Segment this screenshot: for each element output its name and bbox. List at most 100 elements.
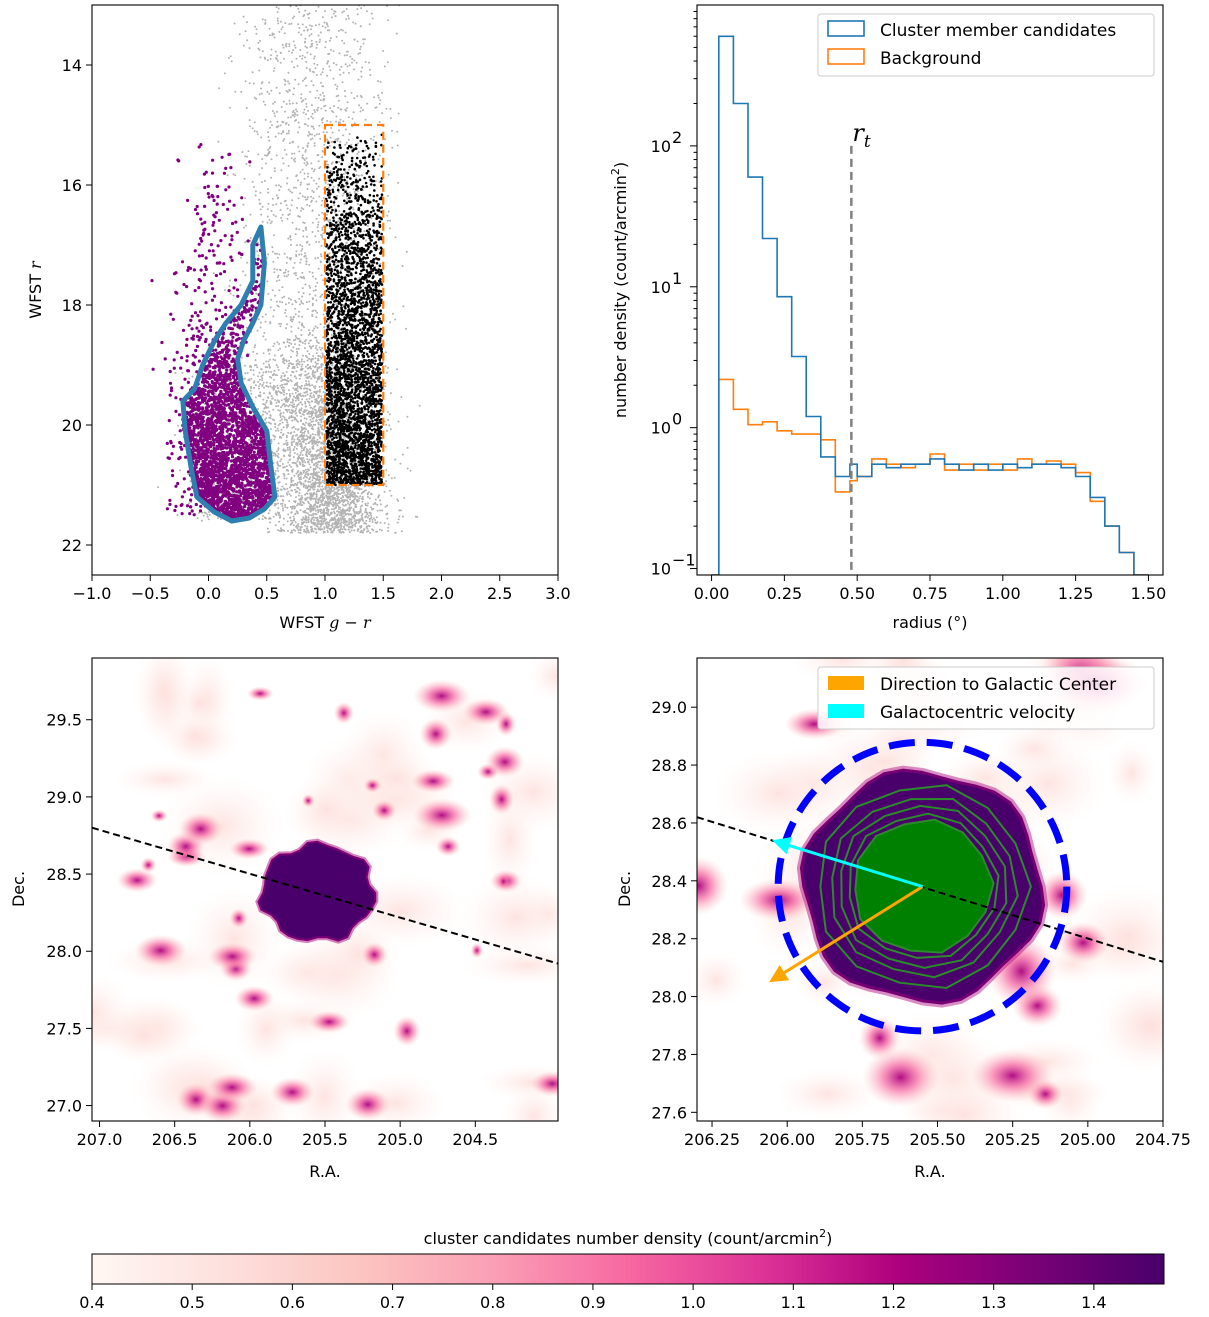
field-star — [295, 274, 297, 277]
field-star — [356, 142, 359, 145]
field-star — [308, 404, 311, 407]
field-star — [330, 487, 333, 490]
field-star — [261, 384, 264, 387]
field-star — [325, 179, 328, 182]
field-star — [206, 515, 209, 518]
field-star — [291, 152, 293, 155]
field-star — [387, 419, 390, 421]
field-star — [285, 465, 288, 468]
field-star — [320, 234, 323, 236]
field-star — [358, 252, 361, 255]
field-star — [308, 352, 311, 355]
field-star — [293, 87, 296, 90]
field-star — [322, 391, 325, 393]
field-star — [290, 441, 293, 444]
field-star — [217, 140, 220, 143]
field-star — [275, 86, 278, 89]
field-star — [321, 71, 324, 74]
field-star — [301, 57, 304, 60]
field-star — [297, 291, 300, 294]
field-star — [263, 392, 265, 395]
field-star — [271, 246, 274, 249]
field-star — [309, 90, 312, 93]
field-star — [277, 452, 280, 455]
field-star — [316, 444, 319, 447]
field-star — [289, 531, 292, 534]
field-star — [317, 185, 320, 188]
field-star — [311, 457, 314, 460]
field-star — [316, 43, 319, 46]
field-star — [261, 518, 264, 521]
field-star — [387, 411, 390, 413]
field-star — [347, 71, 350, 74]
field-star — [311, 384, 314, 387]
field-star — [291, 437, 294, 440]
field-star — [281, 463, 284, 465]
field-star — [290, 244, 292, 246]
field-star — [356, 13, 359, 16]
field-star — [312, 428, 315, 431]
field-star — [389, 428, 392, 431]
field-star — [303, 340, 306, 343]
field-star — [283, 383, 286, 386]
field-star — [312, 416, 315, 419]
field-star — [316, 525, 319, 528]
field-star — [292, 114, 295, 117]
field-star — [409, 469, 412, 472]
field-star — [272, 515, 275, 518]
field-star — [367, 514, 370, 517]
field-star — [289, 506, 292, 508]
field-star — [353, 68, 356, 71]
field-star — [268, 416, 271, 419]
field-star — [394, 458, 397, 461]
field-star — [358, 512, 361, 515]
field-star — [269, 358, 271, 361]
field-star — [319, 295, 322, 298]
field-star — [285, 303, 287, 306]
field-star — [362, 285, 365, 288]
field-star — [269, 400, 272, 403]
field-star — [291, 191, 294, 194]
field-star — [302, 292, 305, 295]
field-star — [282, 517, 285, 520]
field-star — [297, 31, 300, 34]
field-star — [280, 406, 282, 409]
field-star — [397, 181, 399, 184]
field-star — [309, 394, 312, 397]
field-star — [334, 211, 336, 214]
field-star — [277, 502, 280, 505]
field-star — [327, 510, 330, 513]
field-star — [258, 378, 261, 381]
field-star — [304, 430, 306, 433]
field-star — [246, 21, 248, 24]
field-star — [269, 322, 272, 325]
field-star — [316, 63, 319, 66]
field-star — [297, 121, 300, 124]
field-star — [300, 100, 303, 103]
field-star — [301, 54, 304, 57]
field-star — [352, 111, 355, 114]
field-star — [308, 24, 311, 27]
field-star — [368, 525, 371, 528]
field-star — [282, 433, 285, 436]
field-star — [328, 501, 331, 503]
field-star — [331, 452, 334, 455]
field-star — [319, 99, 322, 102]
field-star — [271, 110, 274, 113]
field-star — [295, 383, 298, 386]
field-star — [230, 60, 233, 63]
field-star — [271, 397, 274, 400]
field-star — [297, 529, 300, 532]
field-star — [314, 498, 317, 501]
field-star — [314, 512, 317, 515]
field-star — [294, 399, 297, 402]
field-star — [301, 403, 304, 406]
field-star — [264, 411, 267, 414]
field-star — [330, 511, 333, 514]
field-star — [297, 420, 299, 423]
field-star — [308, 412, 310, 415]
field-star — [352, 208, 355, 211]
field-star — [318, 195, 321, 198]
field-star — [326, 213, 328, 216]
